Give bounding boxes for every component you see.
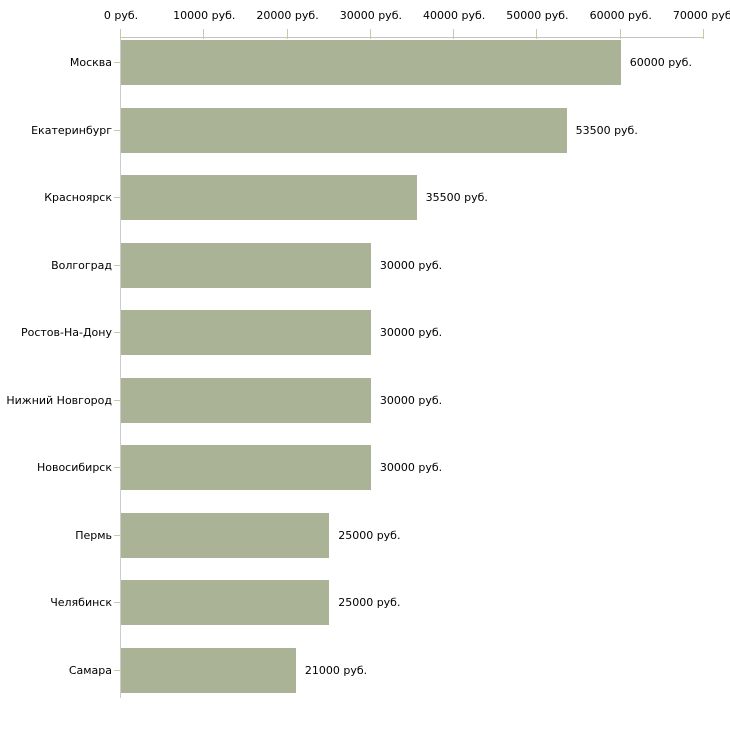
value-label: 30000 руб. — [379, 326, 443, 339]
x-axis-tick-label: 60000 руб. — [589, 9, 652, 22]
category-tick — [114, 602, 120, 603]
bar — [121, 647, 296, 693]
bar-row: Ростов-На-Дону 30000 руб. — [0, 307, 730, 375]
value-label: 25000 руб. — [338, 596, 401, 609]
value-label: 30000 руб. — [379, 258, 443, 272]
x-axis-tick-label: 10000 руб. — [173, 9, 236, 22]
value-label: 25000 руб. — [338, 528, 401, 542]
value-label: 53500 руб. — [575, 123, 638, 137]
x-axis-tick — [203, 29, 205, 39]
x-axis-line — [120, 37, 703, 38]
category-tick — [114, 332, 120, 333]
x-axis-tick-label: 0 руб. — [103, 9, 139, 22]
category-label: Екатеринбург — [31, 123, 112, 137]
bar-row: Москва 60000 руб. — [0, 37, 730, 105]
bar-row: Челябинск 25000 руб. — [0, 577, 730, 645]
category-label: Самара — [68, 663, 112, 677]
bar — [121, 40, 621, 85]
x-axis-tick-label: 30000 руб. — [339, 9, 402, 22]
chart-rows: Москва 60000 руб. Екатеринбург 53500 руб… — [0, 37, 730, 712]
bar-row: Нижний Новгород 30000 руб. — [0, 375, 730, 443]
x-axis-tick-label: 50000 руб. — [506, 9, 569, 22]
x-axis-tick — [369, 29, 371, 39]
bar-row: Екатеринбург 53500 руб. — [0, 105, 730, 173]
category-label: Нижний Новгород — [6, 393, 112, 407]
category-label: Челябинск — [50, 596, 112, 609]
value-label: 60000 руб. — [629, 56, 692, 69]
bar — [121, 310, 371, 355]
category-tick — [114, 62, 120, 63]
category-tick — [114, 264, 120, 266]
y-axis-line — [120, 37, 121, 698]
bar — [121, 175, 417, 220]
x-axis-tick — [703, 29, 704, 39]
x-axis-tick-label: 40000 руб. — [423, 9, 486, 22]
value-label: 21000 руб. — [304, 663, 368, 677]
category-tick — [114, 129, 120, 131]
bar-row: Волгоград 30000 руб. — [0, 240, 730, 308]
category-tick — [114, 467, 120, 468]
category-tick — [114, 534, 120, 536]
x-axis-tick-label: 20000 руб. — [256, 9, 319, 22]
category-tick — [114, 399, 120, 401]
x-axis-tick — [619, 29, 621, 39]
category-label: Москва — [69, 56, 112, 69]
category-label: Волгоград — [51, 258, 112, 272]
bar — [121, 377, 371, 423]
value-label: 35500 руб. — [425, 191, 488, 204]
bar — [121, 512, 330, 558]
value-label: 30000 руб. — [379, 393, 443, 407]
bar — [121, 242, 371, 288]
bar — [121, 580, 330, 625]
category-tick — [114, 669, 120, 671]
category-label: Новосибирск — [36, 461, 112, 474]
category-label: Пермь — [75, 528, 112, 542]
bar-row: Пермь 25000 руб. — [0, 510, 730, 578]
bar-row: Красноярск 35500 руб. — [0, 172, 730, 240]
bar — [121, 445, 371, 490]
bar-row: Новосибирск 30000 руб. — [0, 442, 730, 510]
x-axis-tick — [453, 29, 455, 39]
x-axis-tick-label: 70000 руб. — [672, 9, 730, 22]
value-label: 30000 руб. — [379, 461, 443, 474]
category-label: Ростов-На-Дону — [20, 326, 112, 339]
bar-row: Самара 21000 руб. — [0, 645, 730, 713]
category-tick — [114, 197, 120, 198]
x-axis-tick — [120, 29, 121, 39]
bar — [121, 107, 567, 153]
x-axis-tick — [536, 29, 538, 39]
x-axis-tick — [286, 29, 288, 39]
category-label: Красноярск — [44, 191, 112, 204]
